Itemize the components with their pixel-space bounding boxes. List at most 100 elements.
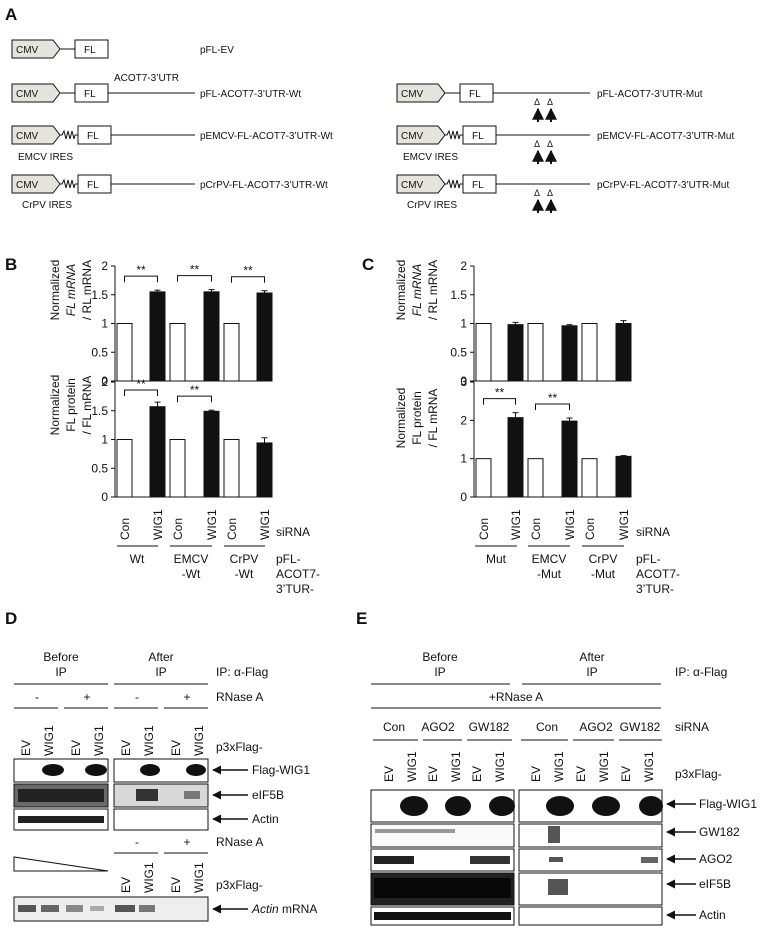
ylabel-line: / FL mRNA <box>80 376 94 435</box>
blot-actin: Actin <box>13 808 279 831</box>
cmv-promoter-shape <box>396 174 446 194</box>
blot-label: Actin <box>252 812 279 826</box>
crpv-ires-label: CrPV IRES <box>407 200 457 211</box>
ylabel-line: FL mRNA <box>64 264 78 316</box>
bar <box>149 291 166 382</box>
blot-eif5b: eIF5B <box>370 872 731 906</box>
bar <box>203 291 220 382</box>
protein-band <box>186 764 206 776</box>
panel-a-constructs: CMV FL pFL-EV CMV FL ACOT7-3’UTR pFL-ACO… <box>11 39 734 213</box>
ylabel-line: Normalized <box>48 375 62 436</box>
chart-c-protein: 0 1 2 3 ** ** <box>460 375 632 504</box>
y-tick-label: 0 <box>460 490 467 504</box>
cmv-label: CMV <box>16 45 39 56</box>
y-tick-label: 0 <box>101 490 108 504</box>
cmv-promoter-shape <box>11 39 61 59</box>
panel-e: Before IP After IP IP: α-Flag +RNase A C… <box>370 650 757 926</box>
protein-band <box>42 764 64 776</box>
ires-zigzag <box>445 129 461 140</box>
blot-flag-wig1: Flag-WIG1 <box>370 789 757 823</box>
panel-label-a: A <box>5 5 17 24</box>
bar <box>561 420 578 498</box>
before-ip-label: IP <box>55 665 66 679</box>
cmv-promoter-shape <box>11 174 61 194</box>
group-label: -Mut <box>537 567 562 581</box>
y-tick-label: 0 <box>460 374 467 388</box>
gradient-wedge-icon <box>13 856 109 872</box>
y-tick-label: 2 <box>101 259 108 273</box>
rnase-sign: - <box>135 835 139 849</box>
bar <box>116 323 133 382</box>
flag-vector-label: p3xFlag- <box>675 767 722 781</box>
ylabel-line: / RL mRNA <box>80 260 94 320</box>
ylabel-line: Normalized <box>48 260 62 321</box>
chart-b-mrna: 0 0.5 1 1.5 2 ** ** ** <box>91 259 273 388</box>
construct-prefix-label: 3’TUR- <box>276 582 314 596</box>
lane-label: WIG1 <box>449 751 463 782</box>
blot-flag-wig1: Flag-WIG1 <box>13 758 310 783</box>
sirna-label: siRNA <box>636 525 670 539</box>
group-label: EMCV <box>174 552 209 566</box>
y-tick-label: 2 <box>460 259 467 273</box>
fl-label: FL <box>87 131 99 142</box>
bar <box>615 455 632 498</box>
significance-bracket <box>483 398 516 405</box>
mutation-delta-label: Δ <box>534 97 540 107</box>
panel-label-d: D <box>5 609 17 628</box>
lane-label: WIG1 <box>151 509 165 540</box>
fl-label: FL <box>469 89 481 100</box>
lane-label: Con <box>171 518 185 540</box>
y-tick-label: 3 <box>460 375 467 389</box>
flag-vector-label: p3xFlag- <box>216 878 263 892</box>
cmv-label: CMV <box>16 180 39 191</box>
sirna-group-label: Con <box>383 720 405 734</box>
lane-label: Con <box>225 518 239 540</box>
y-tick-label: 1.5 <box>450 288 467 302</box>
dna-band <box>18 905 36 912</box>
dna-band <box>139 905 155 912</box>
y-tick-label: 0 <box>101 374 108 388</box>
significance-bracket <box>231 276 265 283</box>
panel-d: Before IP After IP IP: α-Flag - + - + RN… <box>13 650 317 922</box>
y-tick-label: 0.5 <box>91 345 108 359</box>
construct-diagram: CMV FL EMCV IRES pEMCV-FL-ACOT7-3’UTR-Wt <box>11 125 333 163</box>
lane-label: EV <box>619 766 633 782</box>
construct-prefix-label: pFL- <box>276 552 301 566</box>
significance-label: ** <box>136 377 146 391</box>
lane-label: WIG1 <box>597 751 611 782</box>
cmv-label: CMV <box>401 89 424 100</box>
construct-diagram: CMV FL CrPV IRES pCrPV-FL-ACOT7-3’UTR-Wt <box>11 174 328 211</box>
lane-label: EV <box>470 766 484 782</box>
lane-label: WIG1 <box>192 862 206 893</box>
protein-band <box>592 796 620 816</box>
fl-label: FL <box>472 131 484 142</box>
after-ip-label: IP <box>586 665 597 679</box>
construct-name: pFL-ACOT7-3’UTR-Mut <box>597 89 703 100</box>
lane-label: WIG1 <box>142 725 156 756</box>
construct-diagram: CMV FL EMCV IRES Δ Δ pEMCV-FL-ACOT7-3’UT… <box>396 125 734 164</box>
significance-label: ** <box>136 263 146 277</box>
bar <box>475 323 492 382</box>
group-label: -Wt <box>182 567 201 581</box>
protein-band <box>639 796 663 816</box>
chart-c-mrna: 0 0.5 1 1.5 2 <box>450 259 632 388</box>
protein-band <box>18 789 104 802</box>
group-label: Wt <box>130 552 145 566</box>
rnase-sign: - <box>135 690 139 704</box>
dna-band <box>66 905 83 912</box>
utr-label: ACOT7-3’UTR <box>114 73 179 84</box>
mutation-delta-label: Δ <box>547 139 553 149</box>
significance-bracket <box>177 395 212 403</box>
sirna-group-label: AGO2 <box>421 720 455 734</box>
protein-band <box>445 796 471 816</box>
ylabel-line: FL protein <box>64 378 78 432</box>
ylabel-line: / FL mRNA <box>426 389 440 448</box>
y-tick-label: 1.5 <box>91 288 108 302</box>
group-label: EMCV <box>532 552 567 566</box>
cmv-label: CMV <box>16 131 39 142</box>
protein-band <box>546 796 574 816</box>
lane-label: WIG1 <box>617 509 631 540</box>
before-ip-label: Before <box>422 650 458 664</box>
lane-label: Con <box>529 518 543 540</box>
